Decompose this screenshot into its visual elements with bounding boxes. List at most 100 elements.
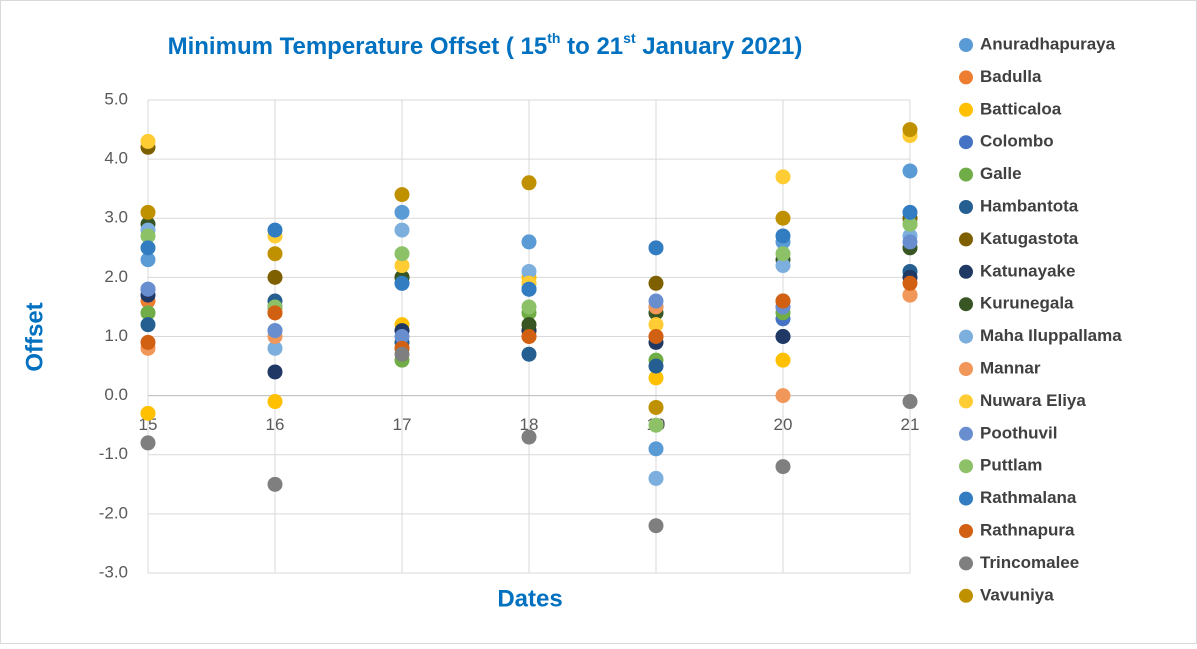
- legend-label: Trincomalee: [980, 553, 1079, 572]
- x-tick-label: 16: [266, 415, 285, 434]
- point: [775, 258, 791, 274]
- legend-marker: [959, 556, 973, 571]
- point: [902, 275, 918, 291]
- point: [521, 263, 537, 279]
- point: [521, 317, 537, 333]
- point: [394, 275, 410, 291]
- legend-marker: [959, 524, 973, 538]
- legend-marker: [959, 264, 973, 279]
- point: [394, 346, 410, 362]
- x-axis-title: Dates: [497, 585, 562, 612]
- point: [648, 275, 664, 291]
- point: [521, 346, 537, 362]
- legend-label: Kurunegala: [980, 294, 1074, 313]
- point: [521, 175, 537, 191]
- y-tick-label: -3.0: [99, 562, 128, 581]
- legend-marker: [959, 362, 973, 376]
- x-tick-label: 21: [901, 415, 920, 434]
- x-tick-label: 20: [774, 415, 793, 434]
- point: [394, 187, 410, 203]
- legend-label: Katugastota: [980, 229, 1079, 248]
- legend-marker: [959, 491, 973, 506]
- legend-label: Rathmalana: [980, 488, 1077, 507]
- point: [394, 258, 410, 274]
- point: [648, 240, 664, 256]
- x-tick-label: 18: [520, 415, 539, 434]
- legend-marker: [959, 102, 973, 117]
- point: [648, 329, 664, 344]
- point: [902, 287, 918, 303]
- point: [648, 399, 664, 415]
- point: [267, 364, 283, 380]
- point: [267, 323, 283, 339]
- point: [140, 435, 156, 451]
- y-tick-label: -1.0: [99, 444, 128, 463]
- y-tick-label: 0.0: [104, 385, 128, 404]
- legend-marker: [959, 135, 973, 150]
- point: [902, 394, 918, 410]
- legend-label: Anuradhapuraya: [980, 34, 1116, 53]
- legend-label: Mannar: [980, 358, 1041, 377]
- legend-marker: [959, 232, 973, 247]
- point: [775, 329, 791, 344]
- y-tick-label: 4.0: [104, 149, 128, 168]
- point: [140, 240, 156, 256]
- legend-marker: [959, 38, 973, 52]
- point: [902, 163, 918, 179]
- point: [521, 234, 537, 250]
- legend-marker: [959, 200, 973, 214]
- point: [648, 370, 664, 386]
- legend-label: Batticaloa: [980, 99, 1062, 118]
- point: [140, 405, 156, 421]
- legend-marker: [959, 426, 973, 441]
- point: [140, 305, 156, 321]
- point: [648, 441, 664, 457]
- legend-label: Hambantota: [980, 196, 1079, 215]
- point: [267, 269, 283, 285]
- point: [140, 317, 156, 333]
- legend-marker: [959, 394, 973, 409]
- point: [394, 246, 410, 262]
- point: [267, 394, 283, 410]
- chart-title: Minimum Temperature Offset ( 15th to 21s…: [168, 30, 803, 61]
- legend-label: Nuwara Eliya: [980, 391, 1086, 410]
- title-part: to 21: [560, 33, 623, 60]
- point: [267, 476, 283, 492]
- y-tick-label: 5.0: [104, 89, 128, 108]
- point: [267, 246, 283, 262]
- point: [648, 518, 664, 534]
- point: [648, 358, 664, 374]
- legend-marker: [959, 329, 973, 344]
- point: [648, 293, 664, 309]
- title-superscript: st: [623, 30, 636, 46]
- legend-label: Badulla: [980, 67, 1042, 86]
- legend-marker: [959, 459, 973, 474]
- y-axis-title: Offset: [21, 302, 48, 371]
- point: [775, 293, 791, 309]
- point: [140, 281, 156, 297]
- point: [775, 388, 791, 404]
- legend-label: Katunayake: [980, 261, 1075, 280]
- point: [521, 429, 537, 445]
- legend-label: Galle: [980, 164, 1022, 183]
- point: [521, 299, 537, 315]
- legend-label: Vavuniya: [980, 585, 1054, 604]
- legend-label: Rathnapura: [980, 520, 1075, 539]
- legend-marker: [959, 588, 973, 603]
- legend-marker: [959, 297, 973, 312]
- point: [394, 222, 410, 238]
- point: [775, 246, 791, 262]
- point: [140, 133, 156, 149]
- point: [140, 334, 156, 350]
- point: [648, 317, 664, 333]
- x-tick-label: 17: [393, 415, 412, 434]
- point: [394, 204, 410, 220]
- point: [140, 228, 156, 244]
- point: [140, 252, 156, 268]
- point: [775, 459, 791, 475]
- y-tick-label: 3.0: [104, 208, 128, 227]
- legend-label: Colombo: [980, 132, 1054, 151]
- point: [775, 169, 791, 185]
